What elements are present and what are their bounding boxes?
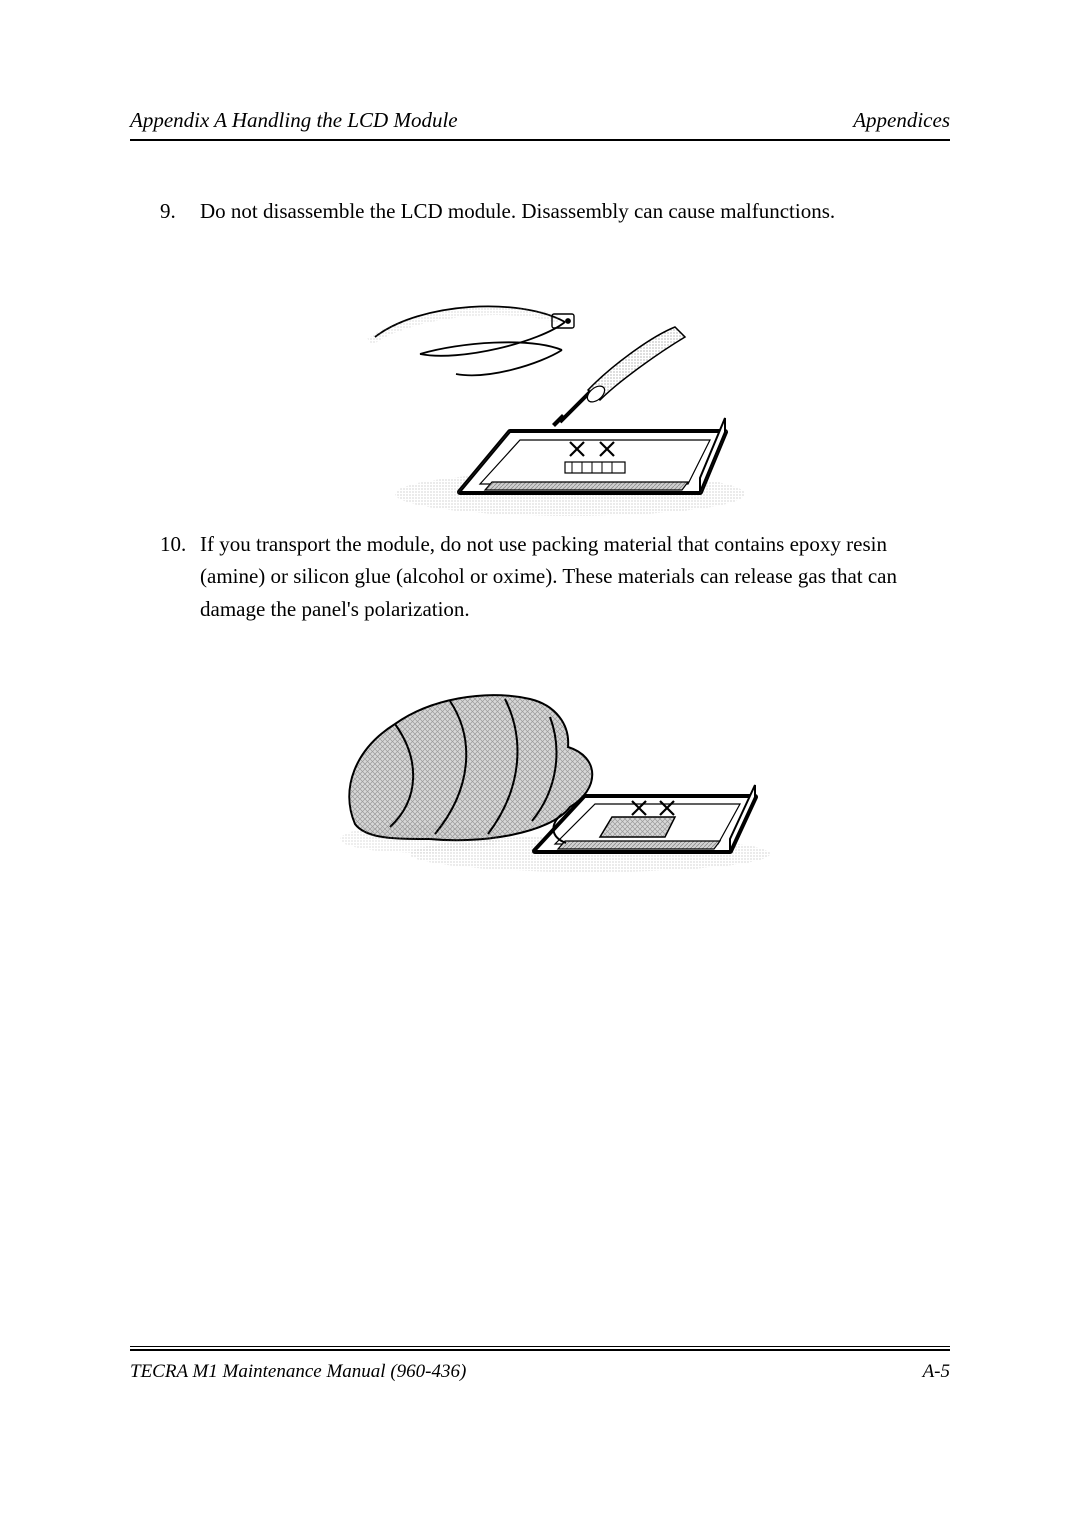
list-marker: 9. [160,195,200,228]
header-right: Appendices [853,108,950,133]
running-footer: TECRA M1 Maintenance Manual (960-436) A-… [130,1346,950,1383]
figure-disassembly [130,242,950,522]
list-marker: 10. [160,528,200,626]
page-content: 9. Do not disassemble the LCD module. Di… [130,141,950,879]
header-left: Appendix A Handling the LCD Module [130,108,458,133]
footer-left: TECRA M1 Maintenance Manual (960-436) [130,1361,466,1383]
list-item: 9. Do not disassemble the LCD module. Di… [130,195,950,228]
footer-right: A-5 [923,1361,950,1383]
list-text: If you transport the module, do not use … [200,528,950,626]
list-item: 10. If you transport the module, do not … [130,528,950,626]
list-text: Do not disassemble the LCD module. Disas… [200,195,950,228]
figure-packing [130,639,950,879]
running-header: Appendix A Handling the LCD Module Appen… [130,108,950,141]
